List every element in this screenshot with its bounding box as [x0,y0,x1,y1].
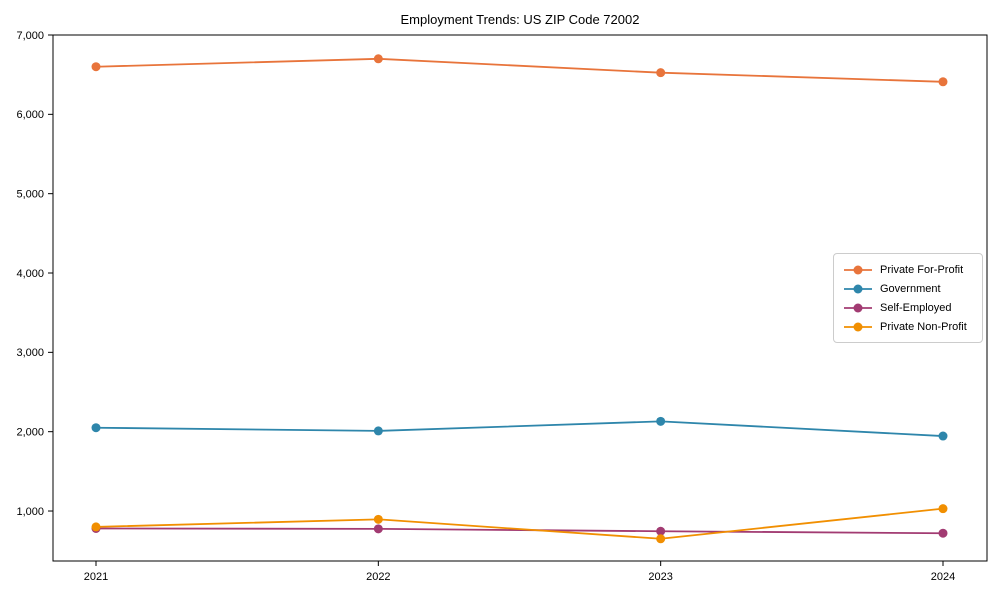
legend-label: Government [880,282,941,295]
line-marker-icon [844,265,872,274]
data-point-government-2022 [373,426,383,436]
legend-label: Private Non-Profit [880,320,967,333]
legend-label: Private For-Profit [880,263,964,276]
data-point-self-employed-2024 [938,528,948,538]
x-tick-label: 2021 [84,571,108,583]
legend-item-government: Government [842,279,974,298]
series-line-private-for-profit [95,57,944,83]
data-point-private-non-profit-2021 [91,522,101,532]
y-tick-label: 7,000 [16,30,44,42]
data-point-government-2021 [91,423,101,433]
y-tick-label: 1,000 [16,506,44,518]
x-tick-label: 2024 [931,571,955,583]
legend: Private For-Profit Government Self-Emplo… [833,253,983,343]
data-point-government-2024 [938,431,948,441]
line-marker-icon [844,284,872,293]
data-point-private-non-profit-2024 [938,504,948,514]
series-line-government [95,420,944,437]
data-point-private-non-profit-2022 [373,514,383,524]
data-point-private-for-profit-2023 [656,68,666,78]
y-tick-label: 4,000 [16,268,44,280]
series-line-self-employed [95,527,944,535]
legend-item-private-non-profit: Private Non-Profit [842,317,974,336]
y-tick-label: 5,000 [16,188,44,200]
data-point-self-employed-2022 [373,524,383,534]
data-point-private-for-profit-2022 [373,54,383,64]
line-marker-icon [844,303,872,312]
x-tick-label: 2023 [648,571,672,583]
data-point-private-for-profit-2024 [938,77,948,87]
y-tick-label: 2,000 [16,426,44,438]
line-marker-icon [844,322,872,331]
data-point-private-non-profit-2023 [656,534,666,544]
legend-item-private-for-profit: Private For-Profit [842,260,974,279]
data-point-self-employed-2023 [656,526,666,536]
chart-title: Employment Trends: US ZIP Code 72002 [400,12,640,27]
series-line-private-non-profit [95,507,944,540]
x-tick-label: 2022 [366,571,390,583]
y-tick-label: 3,000 [16,347,44,359]
data-point-private-for-profit-2021 [91,62,101,72]
data-point-government-2023 [656,416,666,426]
legend-item-self-employed: Self-Employed [842,298,974,317]
plot-box [52,34,988,562]
legend-label: Self-Employed [880,301,952,314]
y-tick-label: 6,000 [16,109,44,121]
